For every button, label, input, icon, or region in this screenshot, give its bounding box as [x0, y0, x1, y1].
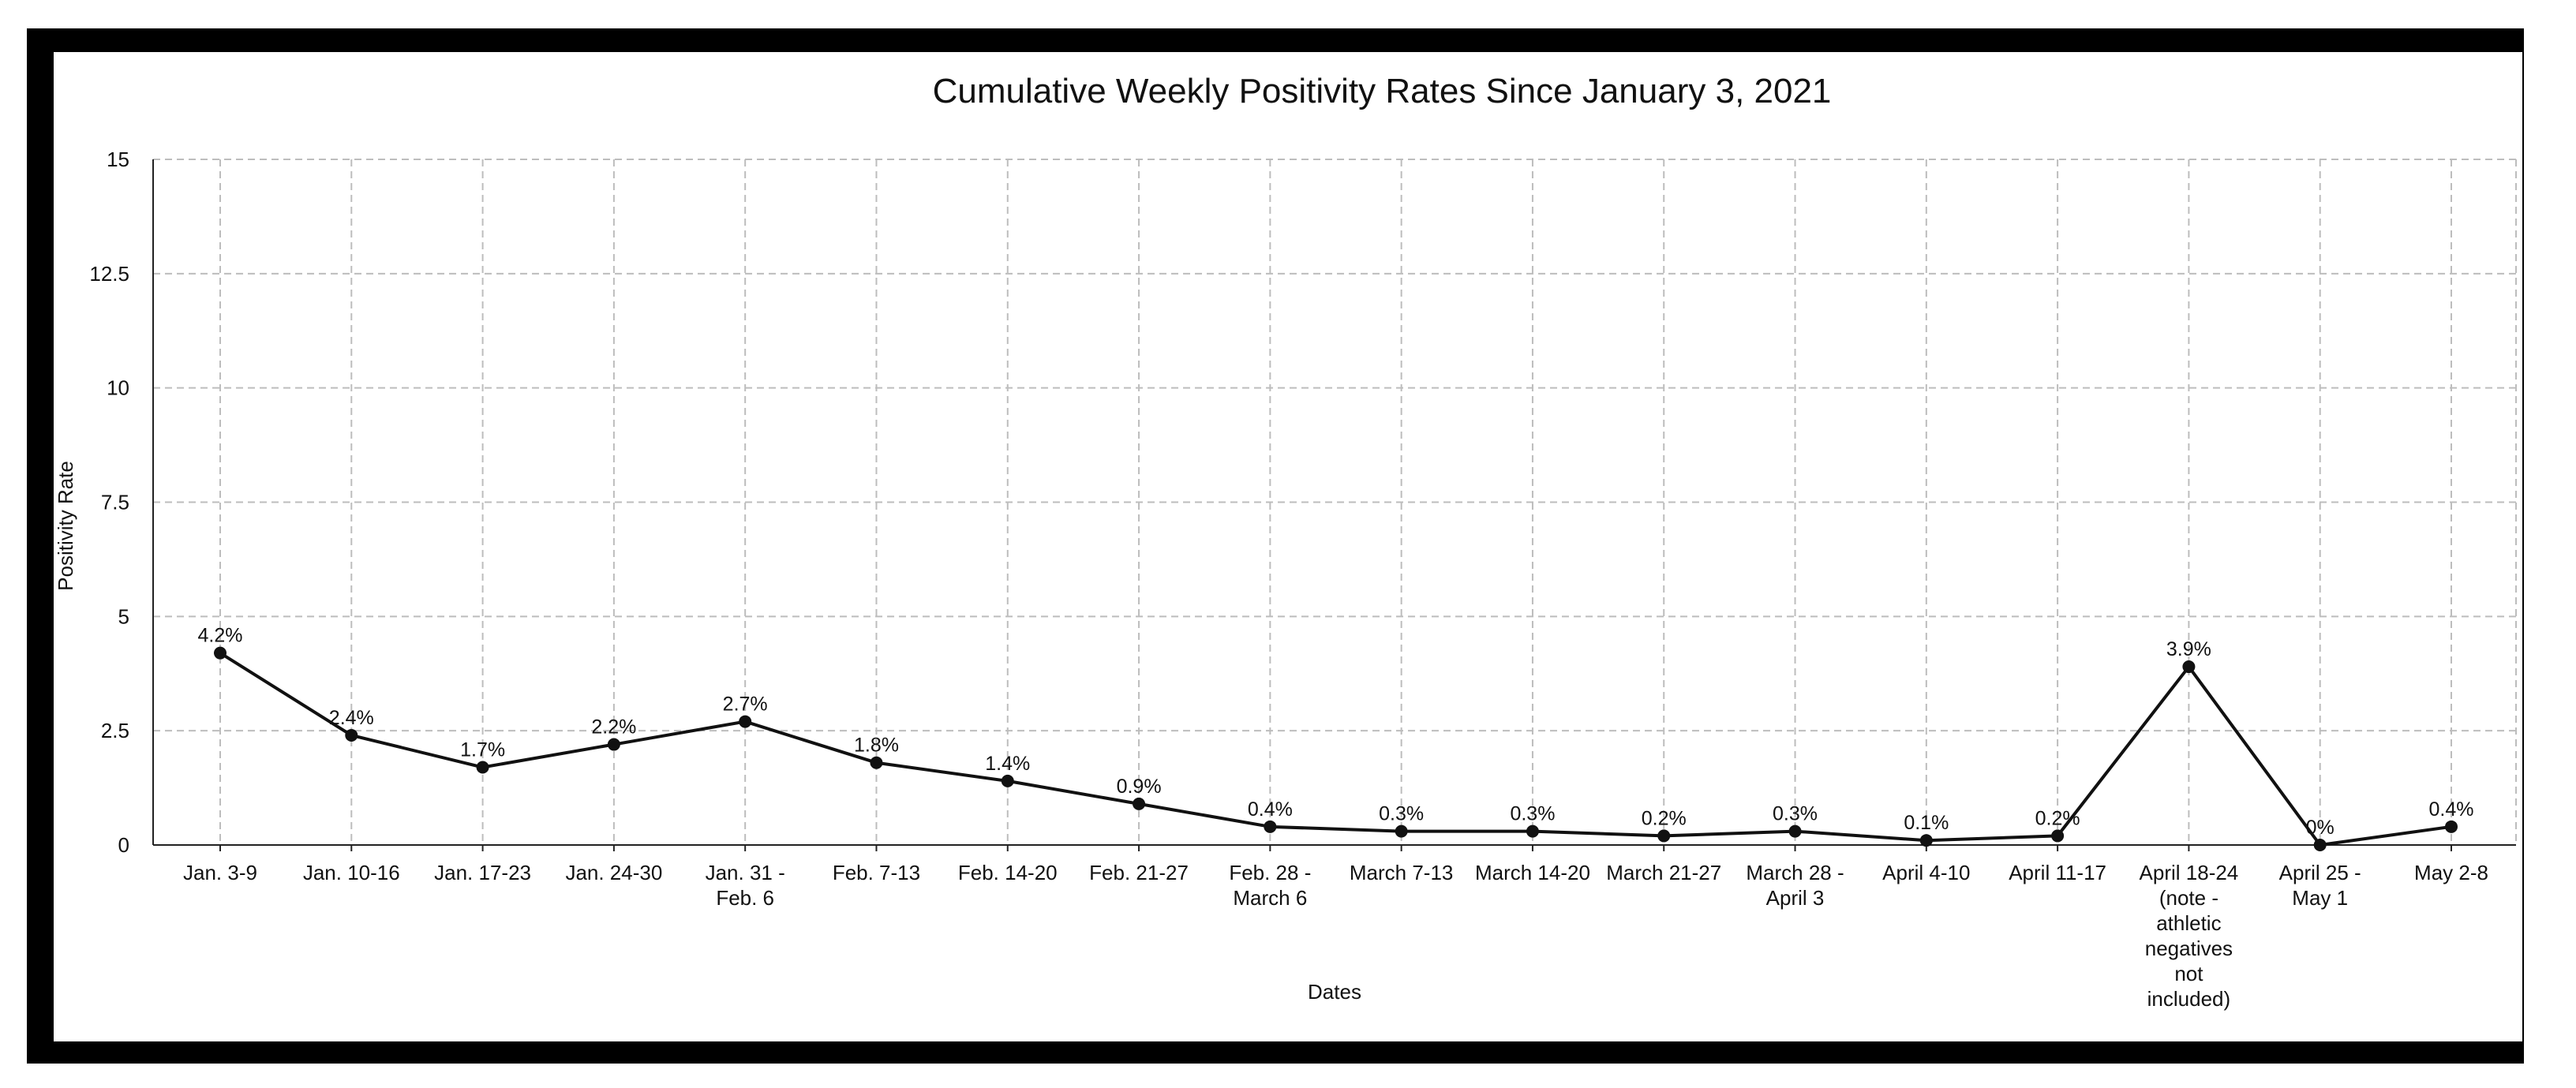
y-tick-label: 15	[107, 148, 129, 171]
data-point	[476, 761, 489, 774]
data-point	[1657, 829, 1671, 843]
y-tick-label: 12.5	[89, 262, 129, 286]
data-point	[1264, 820, 1277, 833]
data-label: 0.3%	[1510, 803, 1555, 825]
data-label: 1.7%	[460, 739, 505, 761]
x-axis-label: Dates	[1308, 980, 1361, 1004]
x-tick-label: March 14-20	[1475, 861, 1590, 884]
y-tick-labels: 0 2.5 5 7.5 10 12.5 15	[89, 148, 129, 857]
x-tick-label: Feb. 21-27	[1089, 861, 1189, 884]
x-tick-label: Feb. 28 -March 6	[1229, 861, 1311, 910]
x-tick-label: Feb. 14-20	[958, 861, 1058, 884]
x-tick-label: April 25 -May 1	[2279, 861, 2361, 910]
data-label: 0%	[2306, 817, 2334, 839]
y-tick-label: 10	[107, 376, 129, 400]
data-point	[1526, 824, 1539, 838]
x-tick-label: April 18-24 (note -athletic negatives not in…	[2140, 861, 2239, 1011]
data-point	[1919, 834, 1933, 847]
y-tick-label: 0	[118, 833, 129, 857]
data-point	[2313, 839, 2327, 851]
data-label: 2.2%	[591, 716, 636, 738]
data-labels: 4.2% 2.4% 1.7% 2.2% 2.7% 1.8% 1.4% 0.9% 0.4% 0.3%…	[198, 625, 2474, 839]
data-point	[1788, 824, 1802, 838]
data-point	[739, 715, 752, 728]
data-point	[1133, 797, 1146, 810]
x-tick-label: Jan. 31 -Feb. 6	[706, 861, 785, 910]
y-tick-label: 2.5	[101, 719, 129, 742]
data-label: 0.4%	[1248, 798, 1293, 821]
line-chart: Cumulative Weekly Positivity Rates Since…	[54, 72, 2517, 1011]
data-label: 0.2%	[2035, 807, 2080, 829]
data-point	[870, 756, 883, 769]
data-label: 0.3%	[1773, 803, 1818, 825]
data-point	[2051, 829, 2065, 843]
x-tick-label: May 2-8	[2414, 861, 2488, 884]
x-tick-labels: Jan. 3-9 Jan. 10-16 Jan. 17-23 Jan. 24-30 Ja…	[183, 861, 2488, 1011]
data-label: 3.9%	[2166, 638, 2211, 660]
data-point	[2445, 820, 2458, 833]
x-tick-label: April 4-10	[1882, 861, 1970, 884]
data-label: 0.4%	[2429, 798, 2474, 821]
x-tick-label: Jan. 24-30	[565, 861, 662, 884]
data-point	[1001, 774, 1014, 787]
data-label: 0.1%	[1904, 812, 1949, 834]
data-label: 2.4%	[329, 707, 374, 729]
x-tick-label: Jan. 10-16	[303, 861, 400, 884]
data-label: 0.2%	[1642, 807, 1687, 829]
data-label: 1.8%	[854, 735, 899, 757]
series-line	[219, 651, 2452, 847]
data-point	[214, 646, 227, 660]
x-tick-label: April 11-17	[2009, 861, 2106, 884]
x-tick-label: Jan. 3-9	[183, 861, 257, 884]
data-label: 2.7%	[723, 694, 768, 716]
data-point	[2182, 660, 2196, 674]
chart-panel: Cumulative Weekly Positivity Rates Since…	[54, 52, 2522, 1041]
x-tick-label: Feb. 7-13	[833, 861, 920, 884]
data-point	[345, 728, 358, 742]
y-tick-label: 5	[118, 604, 129, 628]
chart-title: Cumulative Weekly Positivity Rates Since…	[933, 72, 1832, 110]
series-group	[214, 646, 2458, 851]
x-tick-label: March 28 -April 3	[1746, 861, 1844, 910]
data-label: 0.9%	[1117, 776, 1162, 798]
data-point	[607, 738, 620, 751]
grid-lines	[153, 159, 2517, 845]
data-label: 4.2%	[198, 625, 243, 647]
data-label: 1.4%	[985, 753, 1030, 775]
x-tick-label: March 7-13	[1350, 861, 1454, 884]
axes	[152, 159, 2516, 851]
x-tick-label: Jan. 17-23	[434, 861, 531, 884]
y-tick-label: 7.5	[101, 491, 129, 514]
chart-frame: Cumulative Weekly Positivity Rates Since…	[27, 28, 2524, 1064]
data-point	[1395, 824, 1408, 838]
data-label: 0.3%	[1379, 803, 1424, 825]
x-tick-label: March 21-27	[1606, 861, 1721, 884]
y-axis-label: Positivity Rate	[54, 461, 77, 591]
